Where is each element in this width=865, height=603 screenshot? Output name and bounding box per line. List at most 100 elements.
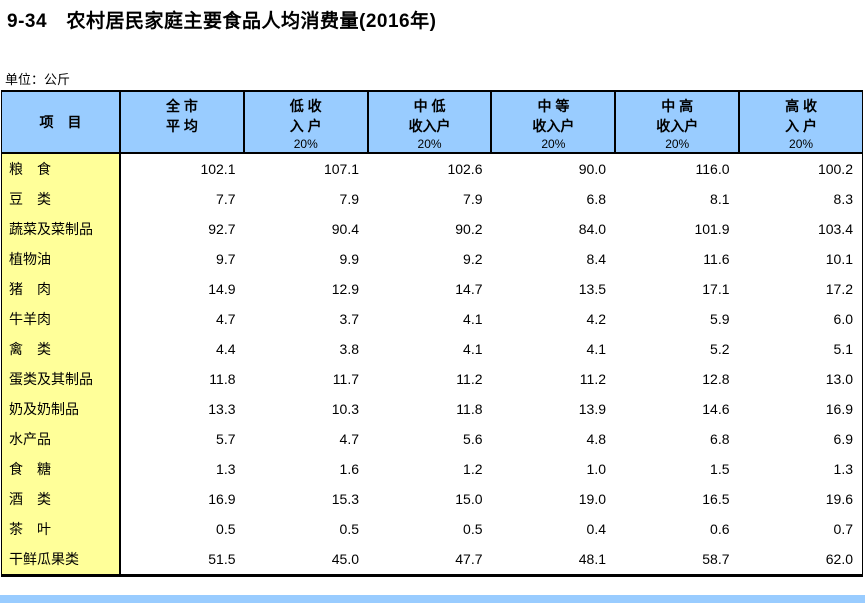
item-label: 茶 叶 xyxy=(2,514,121,544)
item-label: 植物油 xyxy=(2,244,121,274)
table-header-row: 项 目 全 市平 均低 收入 户 20% 中 低收入户 20% 中 等收入户 20% 中 高… xyxy=(2,92,862,154)
value-cell: 5.1 xyxy=(833,341,853,357)
item-label: 粮 食 xyxy=(2,154,121,184)
table-row: 酒 类 16.9 15.3 15.0 19.0 16.5 19.6 xyxy=(2,484,862,514)
value-cell: 0.4 xyxy=(586,521,606,537)
value-cell: 92.7 xyxy=(208,221,236,237)
value-cell: 4.1 xyxy=(463,311,483,327)
value-cell: 103.4 xyxy=(817,221,853,237)
value-cell: 8.1 xyxy=(710,191,730,207)
value-cell: 13.3 xyxy=(208,401,236,417)
value-cell: 4.1 xyxy=(463,341,483,357)
value-cell: 0.5 xyxy=(339,521,359,537)
value-cell: 9.9 xyxy=(339,251,359,267)
value-cell: 1.3 xyxy=(833,461,853,477)
item-label: 蛋类及其制品 xyxy=(2,364,121,394)
column-header: 中 低收入户 20% xyxy=(369,92,493,152)
value-cell: 12.9 xyxy=(331,281,359,297)
table-row: 干鲜瓜果类 51.5 45.0 47.7 48.1 58.7 62.0 xyxy=(2,544,862,574)
value-cell: 16.9 xyxy=(825,401,853,417)
value-cell: 1.0 xyxy=(586,461,606,477)
column-header-line1: 全 市 xyxy=(165,98,198,114)
column-header-percent: 20% xyxy=(665,137,690,151)
item-label: 牛羊肉 xyxy=(2,304,121,334)
value-cell: 11.2 xyxy=(456,371,483,387)
column-header-line2: 收入户 xyxy=(408,118,451,134)
column-header-line1: 高 收 xyxy=(785,98,817,114)
table-row: 蔬菜及菜制品 92.7 90.4 90.2 84.0 101.9 103.4 xyxy=(2,214,862,244)
item-label: 豆 类 xyxy=(2,184,121,214)
column-header: 低 收入 户 20% xyxy=(245,92,369,152)
table-row: 禽 类 4.4 3.8 4.1 4.1 5.2 5.1 xyxy=(2,334,862,364)
table-row: 豆 类 7.7 7.9 7.9 6.8 8.1 8.3 xyxy=(2,184,862,214)
value-cell: 12.8 xyxy=(702,371,730,387)
item-label: 水产品 xyxy=(2,424,121,454)
value-cell: 90.0 xyxy=(578,161,606,177)
column-header: 全 市平 均 xyxy=(121,92,245,152)
value-cell: 6.8 xyxy=(710,431,730,447)
value-cell: 14.9 xyxy=(208,281,236,297)
value-cell: 5.6 xyxy=(463,431,483,447)
value-cell: 0.5 xyxy=(216,521,236,537)
item-column-header: 项 目 xyxy=(2,92,121,152)
value-cell: 62.0 xyxy=(825,551,853,567)
column-header: 中 高收入户 20% xyxy=(616,92,741,152)
value-cell: 102.1 xyxy=(200,161,236,177)
value-cell: 11.2 xyxy=(579,371,606,387)
column-header-line2: 入 户 xyxy=(785,118,817,134)
value-cell: 5.9 xyxy=(710,311,730,327)
value-cell: 11.6 xyxy=(703,251,730,267)
item-label: 食 糖 xyxy=(2,454,121,484)
value-cell: 0.6 xyxy=(710,521,730,537)
value-cell: 17.1 xyxy=(702,281,730,297)
value-cell: 3.7 xyxy=(339,311,359,327)
table-row: 奶及奶制品 13.3 10.3 11.8 13.9 14.6 16.9 xyxy=(2,394,862,424)
item-label: 禽 类 xyxy=(2,334,121,364)
value-cell: 116.0 xyxy=(695,161,730,177)
value-cell: 47.7 xyxy=(455,551,483,567)
value-cell: 15.3 xyxy=(331,491,359,507)
value-cell: 102.6 xyxy=(447,161,483,177)
value-cell: 4.2 xyxy=(586,311,606,327)
value-cell: 16.9 xyxy=(208,491,236,507)
column-header: 中 等收入户 20% xyxy=(492,92,617,152)
value-cell: 90.4 xyxy=(331,221,359,237)
column-header-percent: 20% xyxy=(541,137,566,151)
column-header-line2: 入 户 xyxy=(289,118,322,134)
value-cell: 4.8 xyxy=(586,431,606,447)
value-cell: 6.0 xyxy=(833,311,853,327)
value-cell: 6.9 xyxy=(833,431,853,447)
item-label: 蔬菜及菜制品 xyxy=(2,214,121,244)
table-row: 食 糖 1.3 1.6 1.2 1.0 1.5 1.3 xyxy=(2,454,862,484)
value-cell: 13.9 xyxy=(578,401,606,417)
table-row: 粮 食 102.1 107.1 102.6 90.0 116.0 100.2 xyxy=(2,154,862,184)
value-cell: 9.7 xyxy=(216,251,236,267)
table-row: 猪 肉 14.9 12.9 14.7 13.5 17.1 17.2 xyxy=(2,274,862,304)
column-header-line2: 平 均 xyxy=(165,118,198,134)
unit-label: 单位：公斤 xyxy=(5,72,71,87)
value-cell: 7.7 xyxy=(216,191,236,207)
value-cell: 4.7 xyxy=(339,431,359,447)
column-header-line1: 低 收 xyxy=(289,98,322,114)
value-cell: 11.8 xyxy=(209,371,236,387)
item-label: 酒 类 xyxy=(2,484,121,514)
value-cell: 1.3 xyxy=(216,461,236,477)
table-row: 植物油 9.7 9.9 9.2 8.4 11.6 10.1 xyxy=(2,244,862,274)
value-cell: 13.5 xyxy=(578,281,606,297)
value-cell: 11.8 xyxy=(456,401,483,417)
table-row: 茶 叶 0.5 0.5 0.5 0.4 0.6 0.7 xyxy=(2,514,862,544)
column-header-line1: 中 高 xyxy=(661,98,694,114)
value-cell: 0.7 xyxy=(833,521,853,537)
value-cell: 9.2 xyxy=(463,251,483,267)
value-cell: 3.8 xyxy=(339,341,359,357)
column-header-percent: 20% xyxy=(789,137,814,151)
value-cell: 10.1 xyxy=(825,251,853,267)
column-header-line1: 中 低 xyxy=(413,98,446,114)
column-header-line2: 收入户 xyxy=(656,118,699,134)
table-row: 水产品 5.7 4.7 5.6 4.8 6.8 6.9 xyxy=(2,424,862,454)
value-cell: 14.7 xyxy=(455,281,483,297)
value-cell: 10.3 xyxy=(331,401,359,417)
value-cell: 1.6 xyxy=(339,461,359,477)
column-header-line1: 中 等 xyxy=(537,98,570,114)
value-cell: 16.5 xyxy=(702,491,730,507)
